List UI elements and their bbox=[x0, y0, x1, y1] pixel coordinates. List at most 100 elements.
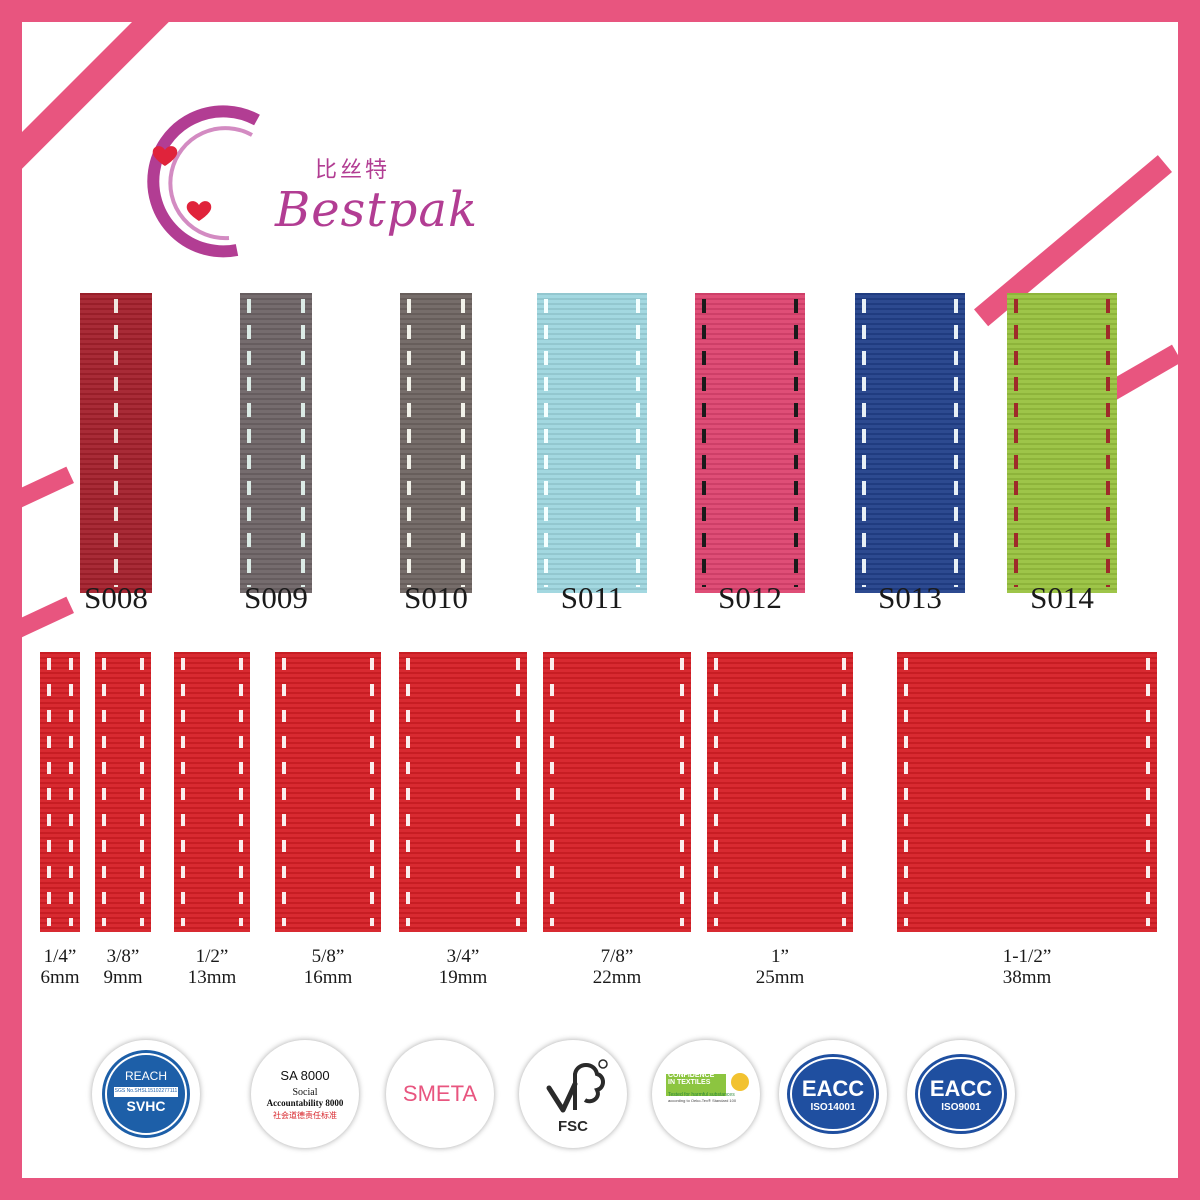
sa8000-line2: Social bbox=[292, 1086, 318, 1098]
heart-icon bbox=[152, 146, 178, 166]
size-label: 7/8” 22mm bbox=[557, 946, 677, 988]
size-mm: 6mm bbox=[40, 967, 80, 988]
reach-icon bbox=[102, 1050, 190, 1138]
stitch-line bbox=[282, 658, 286, 926]
stitch-line bbox=[862, 299, 866, 587]
logo-ring-icon bbox=[147, 105, 260, 258]
swatch-code-label: S013 bbox=[878, 580, 942, 615]
oeko-line4: according to Oeko-Tex® Standard 100 bbox=[668, 1097, 737, 1103]
size-ribbon-16mm bbox=[275, 652, 381, 932]
stitch-line bbox=[461, 299, 465, 587]
oeko-tex-icon bbox=[666, 1073, 749, 1096]
reach-title: REACH bbox=[124, 1068, 167, 1083]
size-mm: 25mm bbox=[755, 967, 805, 988]
size-label: 3/8” 9mm bbox=[63, 946, 183, 988]
size-inch: 1/4” bbox=[43, 946, 77, 967]
stitch-line bbox=[954, 299, 958, 587]
stitch-line bbox=[47, 658, 51, 926]
size-label: 3/4” 19mm bbox=[403, 946, 523, 988]
reach-svhc-badge: REACH SGS No.SHSL15102277111 SVHC bbox=[92, 1040, 200, 1148]
size-ribbon-38mm bbox=[897, 652, 1157, 932]
eacc-globe-icon bbox=[915, 1054, 1007, 1134]
fsc-title: FSC bbox=[558, 1117, 588, 1135]
oeko-tex-badge: CONFIDENCE IN TEXTILES Tested for harmfu… bbox=[652, 1040, 760, 1148]
brand-logo: 比丝特 Bestpak bbox=[107, 90, 477, 270]
ribbon-swatch-s014 bbox=[1007, 293, 1117, 593]
stitch-line bbox=[1146, 658, 1150, 926]
eacc-iso14001-badge: EACC ISO14001 bbox=[779, 1040, 887, 1148]
decor-stripe bbox=[22, 466, 74, 509]
ribbon-swatch-s013 bbox=[855, 293, 965, 593]
sa8000-line3: Accountability 8000 bbox=[266, 1097, 344, 1108]
stitch-line bbox=[406, 658, 410, 926]
smeta-badge: SMETA bbox=[386, 1040, 494, 1148]
eacc-iso9001: ISO9001 bbox=[941, 1101, 981, 1113]
stitch-line bbox=[794, 299, 798, 587]
size-ribbon-22mm bbox=[543, 652, 691, 932]
size-mm: 16mm bbox=[303, 967, 353, 988]
size-label: 5/8” 16mm bbox=[268, 946, 388, 988]
page-frame: 比丝特 Bestpak S008 S009 S010 S011 S012 S013 S014… bbox=[22, 22, 1178, 1178]
size-mm: 13mm bbox=[187, 967, 237, 988]
swatch-code-label: S010 bbox=[404, 580, 468, 615]
stitch-line bbox=[114, 299, 118, 587]
size-label: 1-1/2” 38mm bbox=[967, 946, 1087, 988]
eacc-globe-icon bbox=[787, 1054, 879, 1134]
size-inch: 3/8” bbox=[106, 946, 140, 967]
smeta-title: SMETA bbox=[402, 1081, 478, 1106]
size-inch: 1-1/2” bbox=[1002, 946, 1052, 967]
size-inch: 7/8” bbox=[600, 946, 634, 967]
eacc-title: EACC bbox=[801, 1075, 865, 1101]
stitch-line bbox=[544, 299, 548, 587]
size-inch: 5/8” bbox=[311, 946, 345, 967]
stitch-line bbox=[842, 658, 846, 926]
sa8000-title: SA 8000 bbox=[280, 1067, 330, 1083]
swatch-code-label: S011 bbox=[560, 580, 624, 615]
stitch-line bbox=[301, 299, 305, 587]
ribbon-swatch-s012 bbox=[695, 293, 805, 593]
size-ribbon-9mm bbox=[95, 652, 151, 932]
size-inch: 3/4” bbox=[446, 946, 480, 967]
stitch-line bbox=[702, 299, 706, 587]
stitch-line bbox=[102, 658, 106, 926]
size-mm: 9mm bbox=[103, 967, 143, 988]
stitch-line bbox=[636, 299, 640, 587]
brand-name-zh: 比丝特 bbox=[315, 158, 391, 183]
fsc-badge: FSC bbox=[519, 1040, 627, 1148]
size-ribbon-25mm bbox=[707, 652, 853, 932]
oeko-line2: IN TEXTILES bbox=[668, 1078, 711, 1086]
stitch-line bbox=[247, 299, 251, 587]
heart-icon bbox=[186, 201, 212, 221]
reach-number: SGS No.SHSL15102277111 bbox=[114, 1087, 178, 1094]
ribbon-swatch-s010 bbox=[400, 293, 472, 593]
sa8000-line4: 社会道德责任标准 bbox=[273, 1110, 337, 1120]
size-inch: 1” bbox=[771, 946, 789, 967]
size-label: 1/4” 6mm bbox=[22, 946, 120, 988]
stitch-line bbox=[714, 658, 718, 926]
eacc-iso9001-badge: EACC ISO9001 bbox=[907, 1040, 1015, 1148]
size-label: 1” 25mm bbox=[720, 946, 840, 988]
stitch-line bbox=[370, 658, 374, 926]
sa8000-badge: SA 8000 Social Accountability 8000 社会道德责… bbox=[251, 1040, 359, 1148]
stitch-line bbox=[69, 658, 73, 926]
stitch-line bbox=[181, 658, 185, 926]
stitch-line bbox=[550, 658, 554, 926]
size-mm: 22mm bbox=[592, 967, 642, 988]
oeko-line3: Tested for harmful substances bbox=[668, 1091, 735, 1098]
fsc-tree-icon bbox=[546, 1059, 608, 1113]
eacc-title: EACC bbox=[929, 1075, 993, 1101]
stitch-line bbox=[140, 658, 144, 926]
svhc-title: SVHC bbox=[126, 1097, 166, 1114]
ribbon-swatch-s009 bbox=[240, 293, 312, 593]
brand-name-en: Bestpak bbox=[275, 182, 479, 238]
stitch-line bbox=[239, 658, 243, 926]
swatch-code-label: S012 bbox=[718, 580, 782, 615]
stitch-line bbox=[1106, 299, 1110, 587]
size-inch: 1/2” bbox=[195, 946, 229, 967]
stitch-line bbox=[904, 658, 908, 926]
swatch-code-label: S014 bbox=[1030, 580, 1094, 615]
swatch-code-label: S008 bbox=[84, 580, 148, 615]
size-label: 1/2” 13mm bbox=[152, 946, 272, 988]
size-mm: 38mm bbox=[1002, 967, 1052, 988]
eacc-iso14001: ISO14001 bbox=[810, 1101, 856, 1113]
